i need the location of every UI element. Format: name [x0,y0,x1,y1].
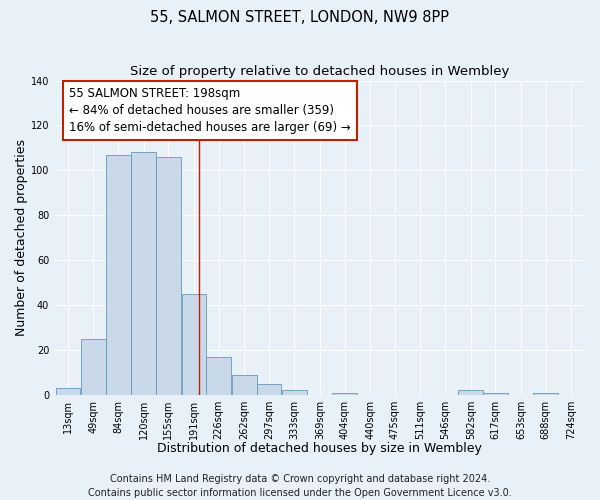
Bar [56,388,80,395]
Y-axis label: Number of detached properties: Number of detached properties [15,140,28,336]
Title: Size of property relative to detached houses in Wembley: Size of property relative to detached ho… [130,65,509,78]
Bar [131,152,156,395]
Bar [106,154,131,395]
Bar [483,392,508,395]
Bar [182,294,206,395]
Bar [282,390,307,395]
Bar [458,390,483,395]
Bar [533,392,558,395]
Bar [257,384,281,395]
Bar [206,357,231,395]
Bar [156,157,181,395]
Bar [332,392,357,395]
X-axis label: Distribution of detached houses by size in Wembley: Distribution of detached houses by size … [157,442,482,455]
Bar [232,375,257,395]
Text: 55 SALMON STREET: 198sqm
← 84% of detached houses are smaller (359)
16% of semi-: 55 SALMON STREET: 198sqm ← 84% of detach… [70,88,351,134]
Text: 55, SALMON STREET, LONDON, NW9 8PP: 55, SALMON STREET, LONDON, NW9 8PP [151,10,449,25]
Bar [81,339,106,395]
Text: Contains HM Land Registry data © Crown copyright and database right 2024.
Contai: Contains HM Land Registry data © Crown c… [88,474,512,498]
